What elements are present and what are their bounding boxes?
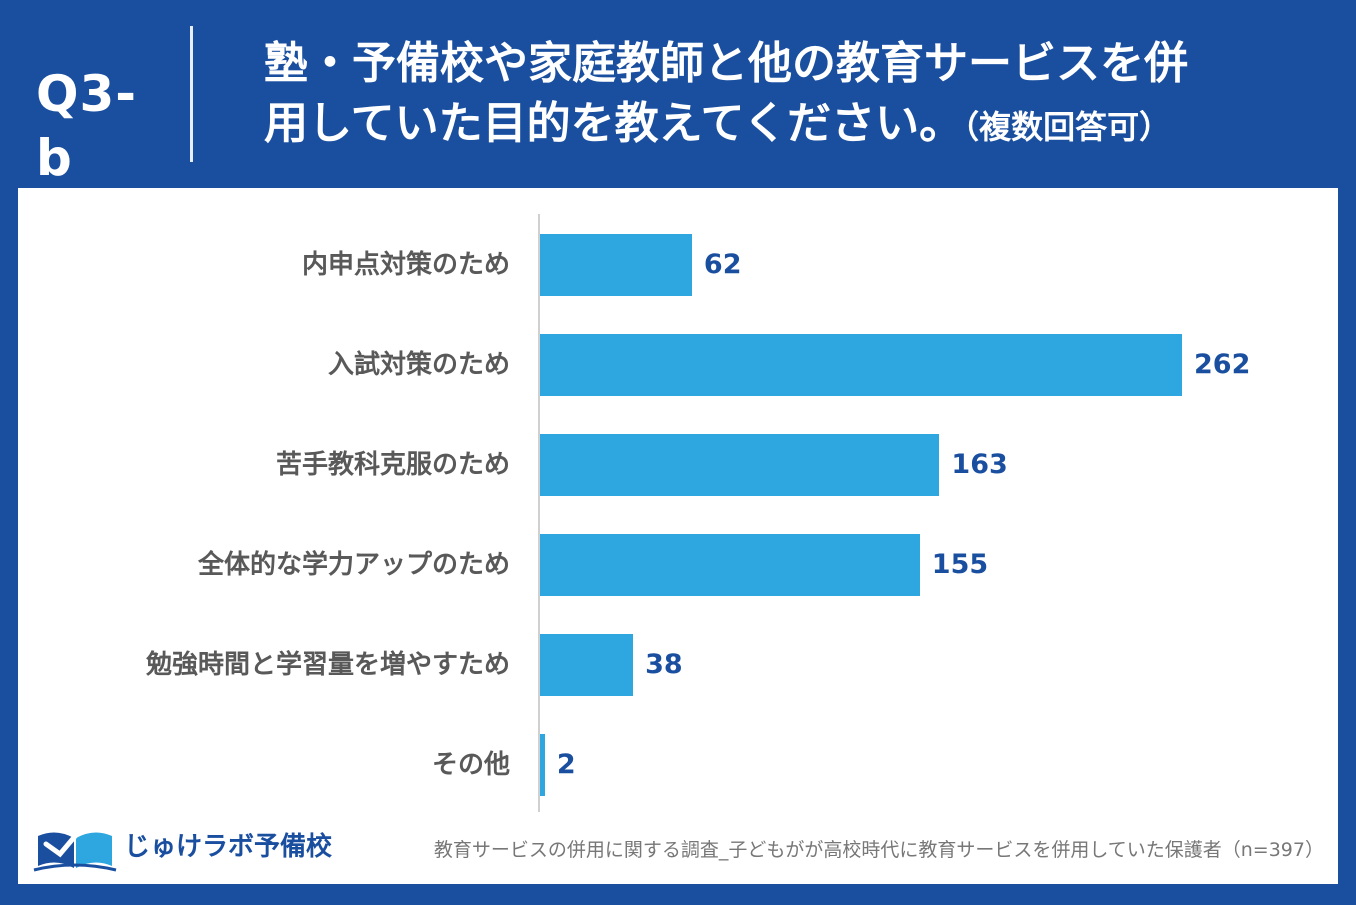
category-label: 苦手教科克服のため <box>275 450 510 480</box>
bar <box>540 434 940 496</box>
title-note: （複数回答可） <box>963 108 1172 146</box>
chart-title: 塾・予備校や家庭教師と他の教育サービスを併 用していた目的を教えてください。（複… <box>264 34 1334 157</box>
header-divider <box>190 26 193 162</box>
logo-text: じゅけラボ予備校 <box>124 832 333 862</box>
bar <box>540 734 545 796</box>
question-label: Q3-b <box>36 65 138 187</box>
category-label: 全体的な学力アップのため <box>197 550 510 580</box>
category-label: その他 <box>431 750 510 780</box>
logo: じゅけラボ予備校 <box>32 820 332 874</box>
data-label: 38 <box>645 649 683 680</box>
title-line-1: 塾・予備校や家庭教師と他の教育サービスを併 <box>264 38 1188 89</box>
title-line-2-text: 用していた目的を教えてください。 <box>264 98 964 149</box>
data-label: 155 <box>931 549 989 580</box>
bar <box>540 234 692 296</box>
bar <box>540 534 920 596</box>
header-banner: Q3-b 塾・予備校や家庭教師と他の教育サービスを併 用していた目的を教えてくだ… <box>0 0 1356 187</box>
category-label: 内申点対策のため <box>301 250 510 280</box>
data-label: 2 <box>556 749 576 780</box>
category-axis-line <box>538 214 540 812</box>
book-logo-icon <box>33 825 117 872</box>
bar <box>540 634 634 696</box>
chart-panel: 内申点対策のため 62 入試対策のため 262 苦手教科克服のため 163 全体的な学力アッ… <box>18 188 1338 884</box>
category-label: 入試対策のため <box>327 350 510 380</box>
bar <box>540 334 1182 396</box>
data-label: 163 <box>951 449 1008 480</box>
data-label: 62 <box>703 249 742 280</box>
source-note: 教育サービスの併用に関する調査_子どもがが高校時代に教育サービスを併用していた保… <box>433 839 1324 861</box>
category-label: 勉強時間と学習量を増やすため <box>145 650 510 680</box>
data-label: 262 <box>1194 349 1251 380</box>
title-line-2: 用していた目的を教えてください。（複数回答可） <box>264 94 1334 157</box>
